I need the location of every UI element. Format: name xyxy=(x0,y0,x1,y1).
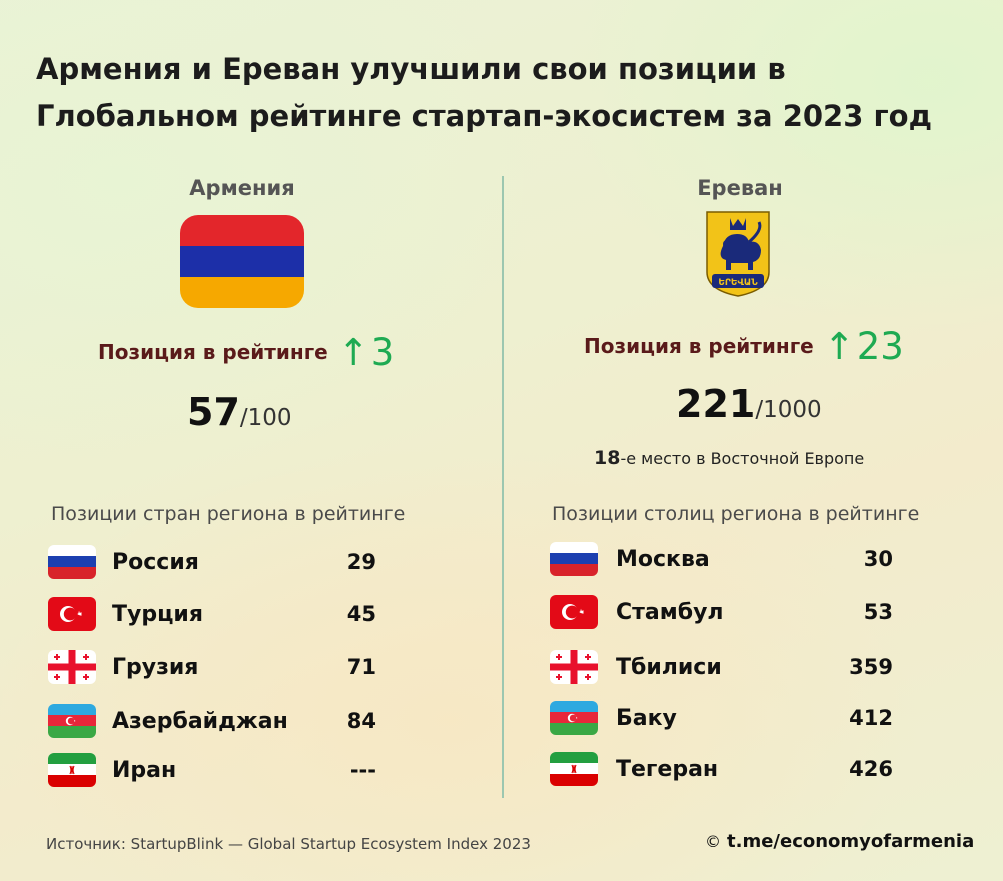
title-line-1: Армения и Ереван улучшили свои позиции в xyxy=(36,52,786,86)
eastern-europe-rank-text: -е место в Восточной Европе xyxy=(620,449,865,468)
capital-row: Стамбул 53 xyxy=(550,591,895,633)
russia-flag-icon xyxy=(48,545,96,579)
column-divider xyxy=(502,176,504,798)
capital-value: 426 xyxy=(849,757,893,781)
country-value: 71 xyxy=(346,655,376,679)
country-row: Иран --- xyxy=(48,749,378,791)
capital-name: Тбилиси xyxy=(616,654,722,680)
country-row: Азербайджан 84 xyxy=(48,700,378,742)
azerbaijan-flag-icon xyxy=(550,701,598,735)
capital-name: Баку xyxy=(616,705,677,731)
azerbaijan-flag-icon xyxy=(48,704,96,738)
channel-link[interactable]: © t.me/economyofarmenia xyxy=(705,831,974,852)
capital-value: 30 xyxy=(863,547,893,571)
country-value: --- xyxy=(349,758,376,782)
country-name: Грузия xyxy=(112,654,199,680)
capital-name: Тегеран xyxy=(616,756,719,782)
up-arrow-icon: ↑ xyxy=(337,330,369,374)
yerevan-position-change: 23 xyxy=(856,324,904,368)
country-value: 29 xyxy=(346,550,376,574)
capital-value: 53 xyxy=(863,600,893,624)
capital-row: Москва 30 xyxy=(550,538,895,580)
eastern-europe-rank: 18-е место в Восточной Европе xyxy=(594,447,864,469)
armenia-title: Армения xyxy=(189,176,295,200)
yerevan-title: Ереван xyxy=(697,176,783,200)
page-title: Армения и Ереван улучшили свои позиции в… xyxy=(36,46,936,140)
turkey-flag-icon xyxy=(550,595,598,629)
capital-name: Стамбул xyxy=(616,599,724,625)
country-row: Грузия 71 xyxy=(48,646,378,688)
country-name: Турция xyxy=(112,601,203,627)
capital-value: 412 xyxy=(849,706,893,730)
capital-name: Москва xyxy=(616,546,710,572)
yerevan-score-value: 221 xyxy=(676,382,756,426)
armenia-flag-icon xyxy=(180,215,304,308)
georgia-flag-icon xyxy=(550,650,598,684)
yerevan-coat-text: ԵՐԵՎԱՆ xyxy=(718,278,758,288)
eastern-europe-rank-number: 18 xyxy=(594,447,621,469)
yerevan-position-label: Позиция в рейтинге xyxy=(584,334,814,358)
capital-value: 359 xyxy=(849,655,893,679)
russia-flag-icon xyxy=(550,542,598,576)
capital-row: Тегеран 426 xyxy=(550,748,895,790)
country-value: 45 xyxy=(346,602,376,626)
title-line-2: Глобальном рейтинге стартап-экосистем за… xyxy=(36,99,932,133)
copyright-icon: © xyxy=(705,832,721,851)
georgia-flag-icon xyxy=(48,650,96,684)
armenia-score: 57 /100 xyxy=(187,390,292,434)
country-name: Иран xyxy=(112,757,177,783)
capital-row: Баку 412 xyxy=(550,697,895,739)
turkey-flag-icon xyxy=(48,597,96,631)
capital-row: Тбилиси 359 xyxy=(550,646,895,688)
countries-section-title: Позиции стран региона в рейтинге xyxy=(51,503,406,525)
armenia-position-label: Позиция в рейтинге xyxy=(98,340,328,364)
country-row: Россия 29 xyxy=(48,541,378,583)
armenia-position-change: 3 xyxy=(370,330,395,374)
yerevan-position: Позиция в рейтинге ↑ 23 xyxy=(584,322,904,370)
country-name: Азербайджан xyxy=(112,708,288,734)
yerevan-score-total: /1000 xyxy=(755,397,822,423)
iran-flag-icon xyxy=(48,753,96,787)
capitals-section-title: Позиции столиц региона в рейтинге xyxy=(552,503,920,525)
yerevan-coat-of-arms-icon: ԵՐԵՎԱՆ xyxy=(703,210,773,298)
country-name: Россия xyxy=(112,549,199,575)
up-arrow-icon: ↑ xyxy=(823,324,855,368)
armenia-score-total: /100 xyxy=(239,405,292,431)
armenia-score-value: 57 xyxy=(187,390,240,434)
country-row: Турция 45 xyxy=(48,593,378,635)
source-text: Источник: StartupBlink — Global Startup … xyxy=(46,835,531,853)
yerevan-score: 221 /1000 xyxy=(676,382,822,426)
channel-link-text: t.me/economyofarmenia xyxy=(727,831,975,852)
iran-flag-icon xyxy=(550,752,598,786)
country-value: 84 xyxy=(346,709,376,733)
armenia-position: Позиция в рейтинге ↑ 3 xyxy=(98,328,394,376)
